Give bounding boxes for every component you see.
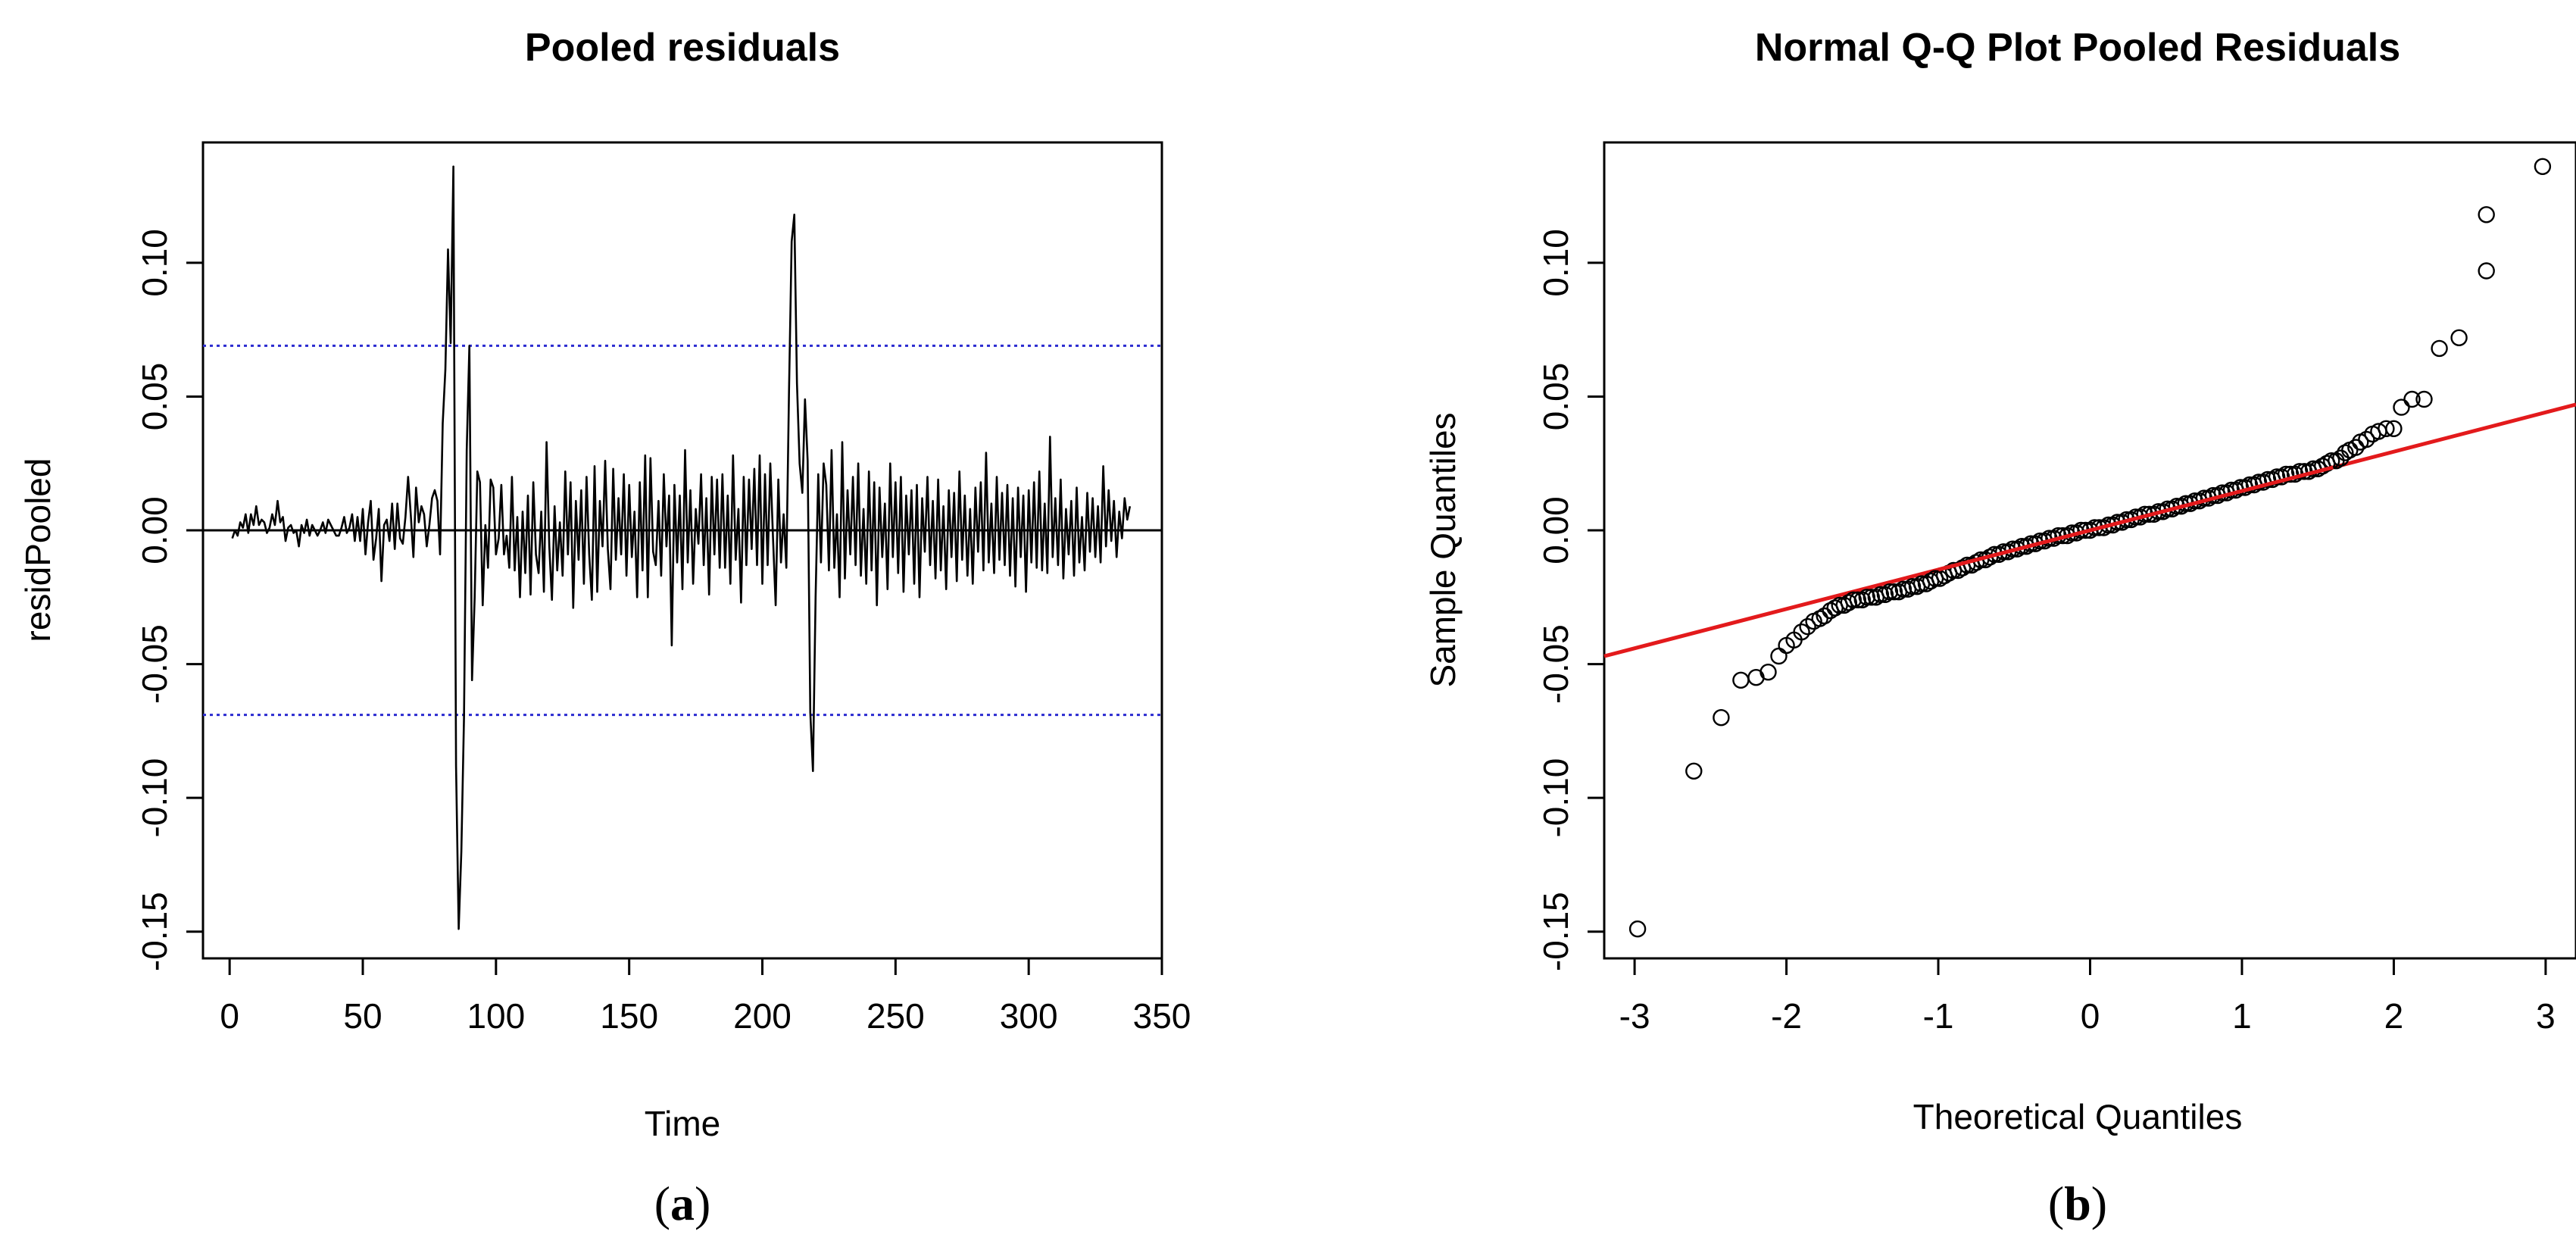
x-tick-label: 350 xyxy=(1133,996,1191,1036)
chart-b-title: Normal Q-Q Plot Pooled Residuals xyxy=(1755,26,2400,70)
qq-point xyxy=(2277,465,2295,483)
y-tick-label: -0.05 xyxy=(1536,624,1575,704)
qq-point xyxy=(1876,586,1894,603)
y-tick-label: 0.05 xyxy=(135,363,174,431)
qq-point xyxy=(2259,470,2277,489)
x-tick-label: 200 xyxy=(733,996,792,1036)
qq-point xyxy=(1844,591,1863,608)
y-tick-label: -0.15 xyxy=(135,892,174,971)
x-tick-label: 50 xyxy=(343,996,382,1036)
x-tick-label: 1 xyxy=(2232,996,2252,1036)
qq-point xyxy=(1881,583,1899,601)
qq-point xyxy=(1840,594,1858,611)
qq-point xyxy=(1799,617,1816,636)
y-tick-label: 0.10 xyxy=(135,229,174,297)
qq-point xyxy=(2268,468,2286,486)
qq-point xyxy=(1713,709,1730,727)
panel-a-label: (a) xyxy=(654,1177,711,1230)
qq-plot-panel: Normal Q-Q Plot Pooled Residuals -3 -2 -1 0… xyxy=(1423,26,2576,1230)
x-tick-label: 300 xyxy=(1000,996,1058,1036)
qq-point xyxy=(2385,420,2403,437)
series-line-residPooled xyxy=(231,165,1132,930)
qq-point xyxy=(1903,578,1922,595)
y-tick-label: -0.15 xyxy=(1536,892,1575,971)
qq-point xyxy=(2478,262,2495,280)
residuals-time-series-panel: Pooled residuals 0 50 100 150 200 250 300 350 -… xyxy=(18,26,1191,1230)
qq-point xyxy=(1858,589,1876,606)
y-tick-label: -0.10 xyxy=(1536,758,1575,838)
chart-a-plot-box xyxy=(201,141,1163,960)
x-tick-label: 250 xyxy=(866,996,925,1036)
qq-point xyxy=(2534,158,2552,176)
qq-point xyxy=(2378,420,2395,437)
chart-b-xlabel: Theoretical Quantiles xyxy=(1913,1097,2243,1136)
qq-point xyxy=(2450,329,2468,346)
x-tick-label: -1 xyxy=(1923,996,1954,1036)
qq-point xyxy=(2415,390,2433,408)
y-tick-label: 0.05 xyxy=(1536,363,1575,431)
chart-a-ylabel: residPooled xyxy=(18,458,58,642)
y-tick-label: 0.00 xyxy=(135,496,174,564)
qq-line-overlay xyxy=(1937,465,2334,572)
chart-a-xlabel: Time xyxy=(645,1104,721,1143)
qq-point xyxy=(1793,624,1810,641)
qq-point xyxy=(1849,591,1867,608)
x-tick-label: 150 xyxy=(600,996,658,1036)
y-tick-label: 0.00 xyxy=(1536,496,1575,564)
qq-point xyxy=(1628,920,1647,938)
x-tick-label: 0 xyxy=(2081,996,2100,1036)
qq-point xyxy=(2393,398,2410,416)
x-tick-label: 0 xyxy=(220,996,239,1036)
qq-point xyxy=(1872,586,1890,603)
qq-point xyxy=(1770,647,1788,665)
qq-point xyxy=(2347,439,2365,456)
x-tick-label: -2 xyxy=(1771,996,1802,1036)
qq-point xyxy=(2290,463,2309,480)
qq-point xyxy=(1759,664,1777,681)
chart-b-plot-box xyxy=(1603,141,2576,960)
x-tick-label: 2 xyxy=(2384,996,2404,1036)
qq-point xyxy=(2240,476,2259,494)
qq-point xyxy=(2403,390,2421,408)
x-tick-label: 3 xyxy=(2536,996,2556,1036)
chart-b-ylabel: Sample Quantiles xyxy=(1423,412,1463,687)
qq-point xyxy=(2431,339,2448,358)
qq-point xyxy=(1863,589,1881,606)
qq-point xyxy=(1732,671,1750,689)
panel-b-label: (b) xyxy=(2048,1177,2107,1230)
qq-point xyxy=(1894,580,1912,598)
qq-point xyxy=(2478,206,2495,223)
qq-point xyxy=(1685,762,1703,780)
y-tick-label: 0.10 xyxy=(1536,229,1575,297)
y-tick-label: -0.10 xyxy=(135,758,174,838)
y-tick-label: -0.05 xyxy=(135,624,174,704)
qq-point xyxy=(1885,583,1903,601)
chart-a-title: Pooled residuals xyxy=(525,26,840,70)
qq-point xyxy=(1816,607,1833,625)
x-tick-label: 100 xyxy=(467,996,525,1036)
qq-point xyxy=(2358,430,2375,448)
x-tick-label: -3 xyxy=(1619,996,1650,1036)
